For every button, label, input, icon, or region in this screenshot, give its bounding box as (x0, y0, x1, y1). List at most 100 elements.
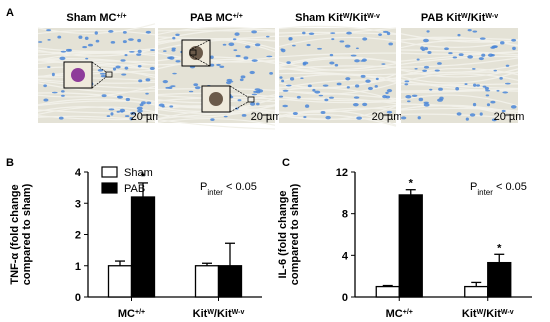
fiber (400, 64, 519, 74)
fiber (278, 63, 397, 71)
nucleus (455, 86, 460, 91)
nucleus (108, 30, 114, 33)
fiber (37, 58, 156, 63)
annotation-part: inter (207, 188, 223, 197)
nucleus (485, 94, 490, 97)
nucleus (193, 83, 199, 87)
nucleus (416, 58, 420, 61)
nucleus (381, 63, 386, 65)
label-part: MC (118, 308, 135, 320)
nucleus (216, 63, 221, 66)
nucleus (137, 109, 143, 113)
fiber (37, 82, 156, 93)
nucleus (434, 69, 440, 72)
annotation-part: inter (477, 188, 493, 197)
nucleus (219, 65, 225, 68)
nucleus (501, 109, 506, 113)
annotation: Pinter < 0.05 (200, 181, 257, 197)
nucleus (306, 43, 311, 47)
error-bar (225, 242, 235, 266)
nucleus (360, 74, 366, 78)
nucleus (145, 78, 151, 82)
fiber (278, 97, 397, 105)
nucleus (296, 95, 301, 99)
nucleus (229, 80, 234, 83)
label-part: W (207, 309, 214, 316)
nucleus (479, 112, 483, 116)
nucleus (285, 84, 292, 87)
label-part: W-v (501, 309, 514, 316)
nucleus (457, 33, 461, 37)
fiber (400, 88, 519, 93)
nucleus (312, 88, 316, 92)
nucleus (169, 105, 174, 108)
nucleus (125, 97, 131, 102)
nucleus (423, 65, 430, 69)
nucleus (304, 104, 310, 108)
nucleus (43, 84, 47, 88)
nucleus (418, 97, 424, 102)
micrograph (279, 28, 396, 123)
scale-bar-label: 20 µm (131, 111, 162, 123)
fiber (400, 89, 519, 92)
nucleus (223, 115, 228, 118)
legend-swatch (101, 182, 118, 194)
nucleus (456, 112, 462, 116)
nucleus (329, 96, 334, 99)
y-tick-label: 2 (75, 230, 81, 242)
mast-cell (209, 92, 223, 106)
fiber (278, 57, 397, 67)
fiber (400, 37, 519, 41)
nucleus (502, 91, 509, 94)
nucleus (400, 116, 407, 120)
nucleus (361, 58, 367, 62)
nucleus (448, 52, 453, 55)
fiber (37, 60, 156, 70)
nucleus (382, 30, 389, 33)
nucleus (330, 32, 336, 34)
nucleus (318, 94, 324, 97)
nucleus (427, 51, 432, 54)
fiber (278, 96, 397, 102)
nucleus (222, 43, 227, 46)
nucleus (170, 85, 176, 88)
fiber (400, 49, 519, 56)
nucleus (57, 35, 62, 39)
fiber (400, 33, 519, 43)
fiber (157, 117, 276, 126)
nucleus (437, 98, 443, 102)
fiber (278, 104, 397, 114)
nucleus (175, 60, 181, 63)
nucleus (511, 38, 517, 42)
nucleus (228, 42, 235, 47)
nucleus (292, 111, 298, 116)
nucleus (485, 89, 491, 92)
y-tick-label: 3 (75, 198, 81, 210)
nucleus (426, 30, 430, 33)
fiber (37, 109, 156, 114)
bar (487, 261, 512, 298)
fiber (157, 105, 276, 114)
nucleus (362, 102, 368, 107)
label-part: Kit (193, 308, 208, 320)
image-label: PAB MC+/+ (190, 12, 243, 24)
nucleus (239, 78, 244, 82)
error-bar (494, 253, 505, 263)
fiber (37, 115, 156, 123)
nucleus (122, 40, 127, 44)
nucleus (429, 88, 433, 91)
nucleus (353, 96, 360, 99)
nucleus (99, 72, 106, 75)
nucleus (138, 79, 143, 83)
nucleus (452, 56, 458, 59)
nucleus (124, 115, 130, 118)
fiber (400, 55, 519, 65)
fiber (157, 56, 276, 66)
nucleus (289, 77, 295, 81)
nucleus (47, 66, 51, 68)
nucleus (163, 50, 167, 52)
nucleus (386, 31, 391, 36)
nucleus (386, 88, 393, 93)
inset-connector (229, 101, 249, 113)
fiber (400, 103, 519, 113)
